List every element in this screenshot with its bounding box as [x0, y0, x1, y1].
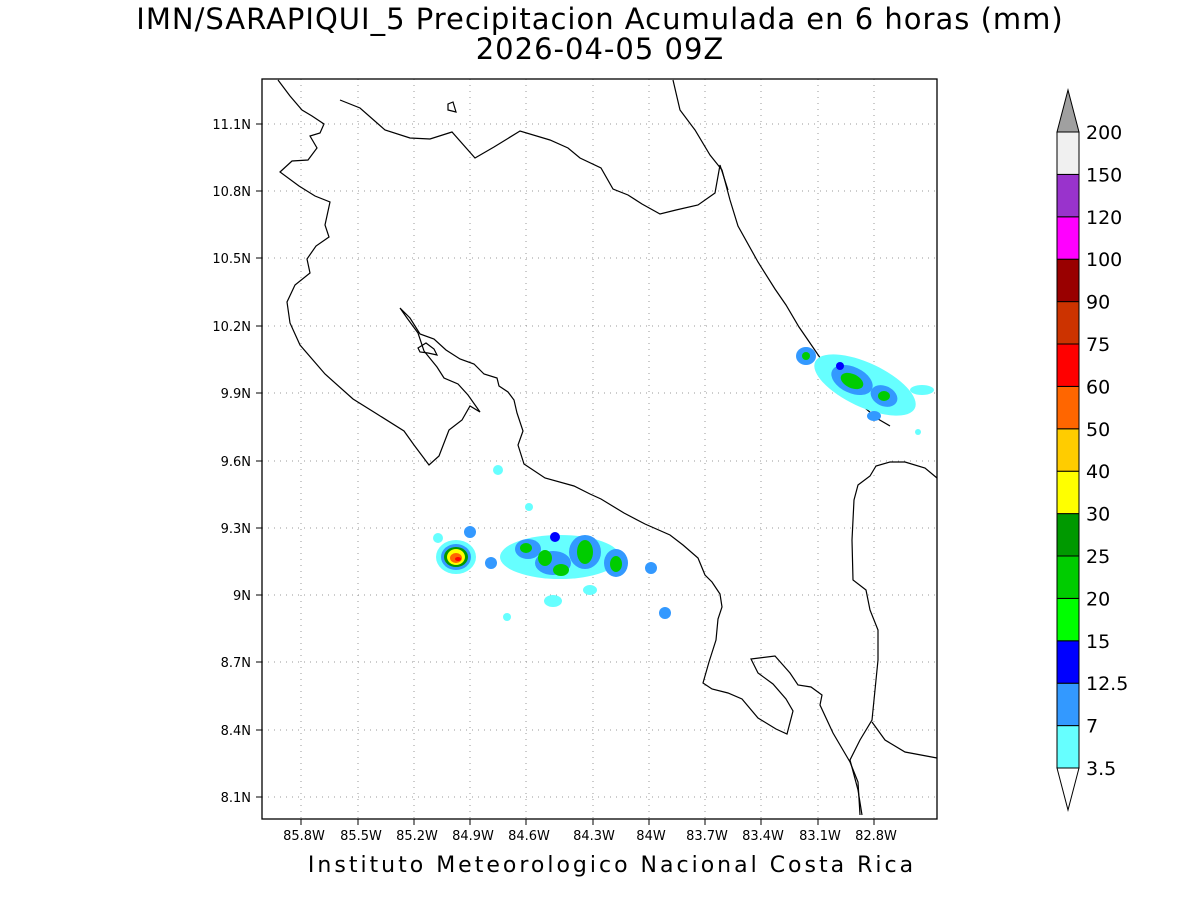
colorbar-level-label: 60 [1086, 376, 1110, 398]
lon-tick-label: 84.6W [508, 829, 550, 844]
lon-tick-label: 83.7W [686, 829, 728, 844]
colorbar-level-label: 75 [1086, 334, 1110, 356]
lon-tick-label: 85.2W [396, 829, 438, 844]
lat-tick-label: 9.3N [221, 522, 251, 537]
lat-tick-label: 8.1N [221, 791, 251, 806]
lat-tick-label: 8.7N [221, 656, 251, 671]
precip-field [433, 347, 934, 621]
lat-axis-labels: 11.1N 10.8N 10.5N 10.2N 9.9N 9.6N 9.3N 9… [212, 118, 251, 806]
colorbar-level-label: 150 [1086, 164, 1122, 186]
lon-axis-labels: 85.8W 85.5W 85.2W 84.9W 84.6W 84.3W 84W … [283, 829, 897, 844]
lon-tick-label: 84.9W [452, 829, 494, 844]
map-frame [261, 78, 938, 820]
lon-tick-label: 83.4W [742, 829, 784, 844]
colorbar-level-label: 3.5 [1086, 758, 1116, 780]
lat-tick-label: 9.9N [221, 387, 251, 402]
colorbar-swatch [1056, 131, 1080, 175]
colorbar-level-label: 120 [1086, 207, 1122, 229]
colorbar-over-arrow [1056, 88, 1080, 133]
lat-tick-label: 8.4N [221, 724, 251, 739]
colorbar-level-label: 20 [1086, 588, 1110, 610]
colorbar-swatch [1056, 682, 1080, 727]
lon-tick-label: 85.5W [340, 829, 382, 844]
colorbar-swatch [1056, 343, 1080, 387]
map-frame-bg [262, 79, 937, 819]
colorbar-level-label: 200 [1086, 122, 1122, 144]
colorbar-swatch [1056, 640, 1080, 684]
colorbar-level-label: 100 [1086, 249, 1122, 271]
colorbar-swatch [1056, 513, 1080, 557]
colorbar-level-label: 50 [1086, 419, 1110, 441]
colorbar-swatch [1056, 428, 1080, 472]
colorbar-under-arrow [1056, 767, 1080, 812]
colorbar-swatch [1056, 725, 1080, 769]
lon-tick-label: 84.3W [573, 829, 615, 844]
colorbar-level-label: 7 [1086, 716, 1098, 738]
lat-tick-label: 9.6N [221, 455, 251, 470]
colorbar-swatch [1056, 470, 1080, 515]
colorbar: 3.5 7 12.5 15 20 25 30 40 50 60 75 90 100 120 150 200 [1056, 88, 1128, 812]
lon-tick-label: 85.8W [283, 829, 325, 844]
colorbar-swatch [1056, 555, 1080, 599]
colorbar-level-label: 90 [1086, 292, 1110, 314]
colorbar-level-label: 40 [1086, 461, 1110, 483]
coastline [277, 79, 938, 816]
colorbar-level-label: 15 [1086, 631, 1110, 653]
lon-tick-label: 82.8W [855, 829, 897, 844]
lat-tick-label: 10.8N [212, 185, 251, 200]
lat-tick-label: 11.1N [212, 118, 251, 133]
colorbar-level-label: 25 [1086, 546, 1110, 568]
colorbar-level-label: 12.5 [1086, 673, 1128, 695]
colorbar-level-label: 30 [1086, 504, 1110, 526]
colorbar-swatch [1056, 173, 1080, 218]
colorbar-swatch [1056, 597, 1080, 642]
tick-marks [256, 123, 875, 825]
colorbar-swatch [1056, 385, 1080, 430]
colorbar-swatch [1056, 258, 1080, 303]
map-title: IMN/SARAPIQUI_5 Precipitacion Acumulada … [136, 2, 1064, 36]
lat-tick-label: 9N [233, 589, 251, 604]
lon-tick-label: 84W [636, 829, 666, 844]
lat-tick-label: 10.5N [212, 252, 251, 267]
lat-tick-label: 10.2N [212, 320, 251, 335]
lon-tick-label: 83.1W [799, 829, 841, 844]
colorbar-swatch [1056, 301, 1080, 345]
colorbar-swatch [1056, 216, 1080, 260]
footer-credit: Instituto Meteorologico Nacional Costa R… [307, 853, 917, 878]
map-valid-time: 2026-04-05 09Z [475, 32, 725, 66]
